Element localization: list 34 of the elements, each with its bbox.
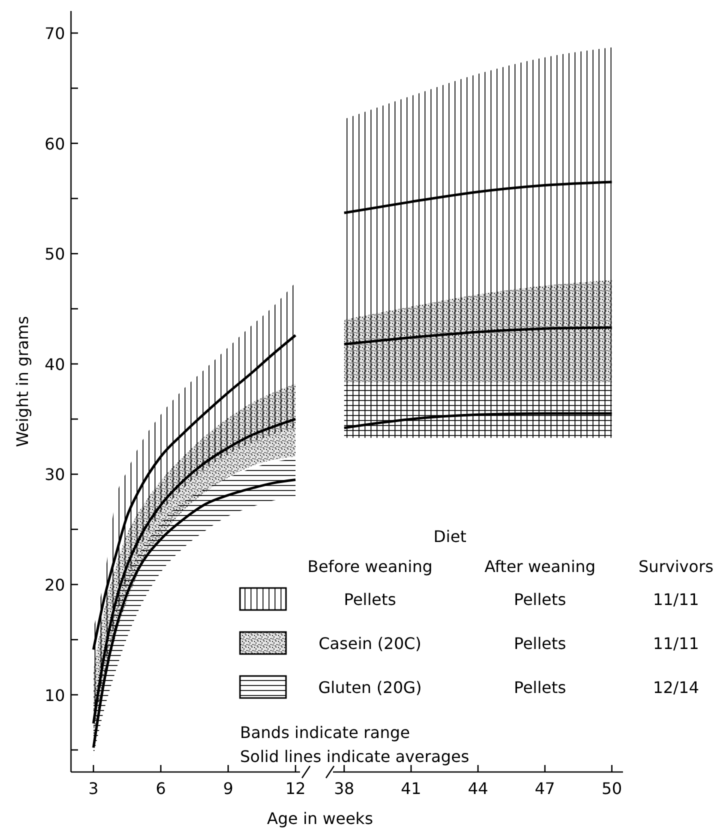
text: 11/11	[652, 590, 700, 609]
annotation: Pellets	[514, 590, 566, 609]
y-axis-title: Weight in grams	[13, 316, 32, 447]
annotation: Solid lines indicate averages	[240, 747, 470, 766]
annotation: Pellets	[514, 634, 566, 653]
line-series	[92, 334, 297, 651]
x-tick-label: 3	[88, 779, 99, 798]
x-tick-label: 41	[400, 779, 422, 798]
text: Gluten (20G)	[318, 678, 422, 697]
text: 12/14	[652, 678, 700, 697]
text: Casein (20C)	[318, 634, 422, 653]
text: Pellets	[344, 590, 396, 609]
y-tick-label: 20	[44, 576, 65, 595]
legend-title: Diet	[434, 527, 466, 546]
x-tick-label: 38	[334, 779, 354, 798]
text: Survivors	[638, 557, 714, 576]
text: 11/11	[652, 634, 700, 653]
y-tick-label: 10	[44, 686, 65, 705]
y-tick-label: 40	[44, 354, 65, 374]
annotation: After weaning	[484, 557, 596, 576]
annotation: Bands indicate range	[240, 723, 410, 742]
y-tick-label: 50	[44, 244, 65, 264]
x-tick-label: 6	[156, 779, 166, 798]
x-tick-label: 44	[468, 779, 488, 798]
annotation: Before weaning	[307, 557, 433, 576]
y-tick-label: 70	[44, 24, 65, 44]
x-tick-label: 9	[223, 779, 234, 798]
y-tick-label: 30	[44, 465, 65, 484]
annotation: Pellets	[514, 678, 566, 697]
x-tick-label: 12	[285, 779, 306, 798]
x-tick-label: 47	[534, 779, 556, 798]
x-axis-title: Age in weeks	[266, 809, 374, 828]
y-tick-label: 60	[44, 134, 65, 154]
x-tick-label: 50	[602, 779, 622, 798]
